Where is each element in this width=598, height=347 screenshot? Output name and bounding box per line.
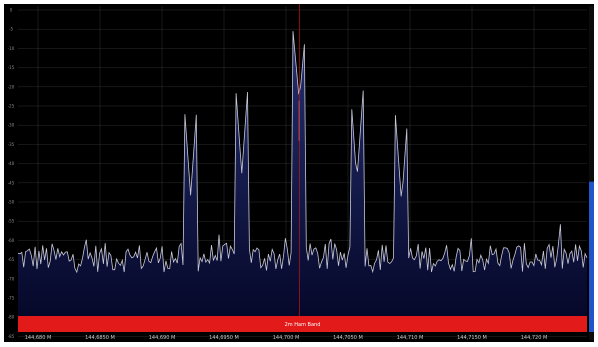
level-scrollbar-thumb[interactable]	[589, 181, 594, 332]
x-tick-label: 144,680 M	[25, 335, 52, 341]
x-tick-label: 144,690 M	[149, 335, 176, 341]
spectrum-analyzer-display[interactable]: 0 -5 -10 -15 -20 -25 -30 -35 -40 -45 -50 -55 -60 -65 -…	[4, 4, 594, 342]
x-tick-label: 144,710 M	[397, 335, 424, 341]
y-axis-labels: 0 -5 -10 -15 -20 -25 -30 -35 -40 -45 -50 -55 -60 -65 -…	[8, 8, 15, 339]
y-tick-label: -35	[8, 142, 15, 147]
x-tick-label: 144,6850 M	[85, 335, 115, 341]
y-tick-label: -85	[8, 334, 15, 339]
x-tick-label: 144,7050 M	[333, 335, 363, 341]
x-tick-label: 144,7150 M	[457, 335, 487, 341]
y-tick-label: -75	[8, 296, 15, 301]
y-tick-label: 0	[10, 8, 13, 13]
y-tick-label: -10	[8, 46, 15, 51]
y-tick-label: -5	[9, 27, 13, 32]
y-tick-label: -60	[8, 238, 15, 243]
x-tick-label: 144,6950 M	[209, 335, 239, 341]
y-tick-label: -50	[8, 200, 15, 205]
x-tick-label: 144,700 M	[273, 335, 300, 341]
x-tick-label: 144,720 M	[521, 335, 548, 341]
band-indicator-bar[interactable]	[18, 316, 587, 332]
spectrum-trace-line	[17, 31, 588, 274]
y-tick-label: -30	[8, 123, 15, 128]
y-tick-label: -25	[8, 104, 15, 109]
x-axis-labels: 144,680 M 144,6850 M 144,690 M 144,6950 M 14…	[25, 335, 548, 341]
band-label: 2m Ham Band	[285, 322, 321, 328]
level-scrollbar-track[interactable]	[589, 6, 594, 340]
y-tick-label: -80	[8, 315, 15, 320]
spectrum-fill-area	[18, 31, 587, 316]
y-tick-label: -55	[8, 219, 15, 224]
y-tick-label: -45	[8, 180, 15, 185]
y-tick-label: -65	[8, 257, 15, 262]
spectrum-window: 0 -5 -10 -15 -20 -25 -30 -35 -40 -45 -50 -55 -60 -65 -…	[4, 4, 594, 342]
y-tick-label: -15	[8, 65, 15, 70]
y-tick-label: -20	[8, 84, 15, 89]
y-tick-label: -40	[8, 161, 15, 166]
y-tick-label: -70	[8, 276, 15, 281]
